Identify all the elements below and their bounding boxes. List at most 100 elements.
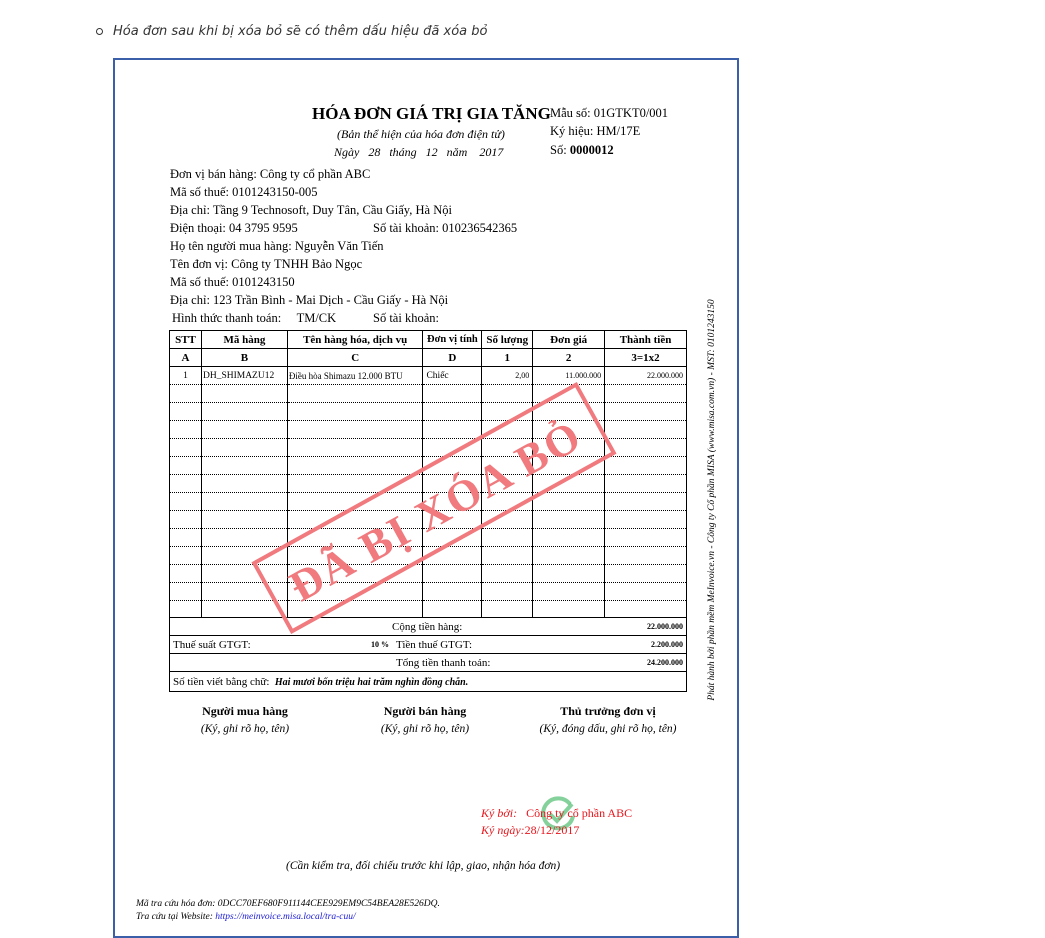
signer-note: (Ký, ghi rõ họ, tên) (380, 723, 470, 735)
form-number: Mẫu số: 01GTKT0/001 (550, 106, 669, 120)
item-qty: 2,00 (481, 366, 534, 385)
empty-cell (604, 582, 687, 601)
empty-cell (200, 546, 288, 565)
vat-rate: 10 % (356, 635, 392, 654)
seller-tax-code: Mã số thuế: 0101243150-005 (170, 185, 318, 199)
item-stt: 1 (169, 366, 202, 385)
vat-rate-label: Thuế suất GTGT: (169, 635, 356, 654)
empty-cell (481, 582, 534, 601)
col-name: Tên hàng hóa, dịch vụ (286, 330, 424, 349)
code-3: 3=1x2 (604, 348, 687, 367)
empty-cell (604, 546, 687, 565)
empty-table-row (169, 546, 687, 565)
empty-cell (200, 528, 288, 547)
empty-cell (286, 456, 424, 475)
empty-cell (604, 492, 687, 511)
empty-table-row (169, 384, 687, 403)
check-note: (Cần kiểm tra, đối chiếu trước khi lập, … (286, 860, 561, 872)
subtotal-value: 22.000.000 (599, 617, 687, 636)
empty-cell (286, 402, 424, 421)
items-table: STT Mã hàng Tên hàng hóa, dịch vụ Đơn vị… (169, 330, 687, 618)
code-2: 2 (532, 348, 606, 367)
bullet-text: Hóa đơn sau khi bị xóa bỏ sẽ có thêm dấu… (113, 24, 488, 39)
signed-by-value: Công ty cổ phần ABC (526, 806, 633, 820)
empty-cell (604, 564, 687, 583)
empty-cell (200, 582, 288, 601)
empty-cell (532, 582, 606, 601)
signer-note: (Ký, ghi rõ họ, tên) (200, 723, 290, 735)
empty-cell (422, 600, 483, 618)
empty-cell (422, 420, 483, 439)
empty-cell (532, 564, 606, 583)
empty-cell (169, 474, 202, 493)
empty-cell (422, 582, 483, 601)
signer-seller: Người bán hàng (Ký, ghi rõ họ, tên) (350, 704, 500, 735)
lookup-site: Tra cứu tại Website: https://meinvoice.m… (136, 912, 356, 922)
empty-cell (169, 528, 202, 547)
code-d: D (422, 348, 483, 367)
empty-cell (169, 384, 202, 403)
empty-cell (604, 420, 687, 439)
empty-table-row (169, 456, 687, 475)
invoice-date: Ngày 28 tháng 12 năm 2017 (334, 145, 504, 159)
empty-table-row (169, 402, 687, 421)
empty-cell (200, 600, 288, 618)
empty-table-row (169, 474, 687, 493)
lookup-site-label: Tra cứu tại Website: (136, 912, 213, 922)
item-name: Điều hòa Shimazu 12.000 BTU (286, 366, 424, 385)
table-row: 1 DH_SHIMAZU12 Điều hòa Shimazu 12.000 B… (169, 366, 687, 385)
signed-date: Ký ngày:28/12/2017 (481, 823, 579, 838)
empty-cell (169, 420, 202, 439)
empty-cell (169, 582, 202, 601)
code-a: A (169, 348, 202, 367)
empty-table-row (169, 492, 687, 511)
item-price: 11.000.000 (532, 366, 606, 385)
empty-cell (604, 402, 687, 421)
item-unit: Chiếc (422, 366, 483, 385)
signer-head: Thủ trưởng đơn vị (Ký, đóng dấu, ghi rõ h… (528, 704, 688, 735)
empty-cell (200, 384, 288, 403)
code-c: C (286, 348, 424, 367)
empty-table-row (169, 600, 687, 618)
empty-cell (532, 600, 606, 618)
empty-cell (604, 384, 687, 403)
seller-phone: Điện thoại: 04 3795 9595 (170, 221, 298, 235)
col-price: Đơn giá (532, 330, 606, 349)
col-code: Mã hàng (200, 330, 288, 349)
vertical-issuer-note: Phát hành bởi phần mềm MeInvoice.vn - Cô… (707, 299, 717, 701)
empty-cell (169, 456, 202, 475)
empty-cell (604, 456, 687, 475)
invoice-symbol: Ký hiệu: HM/17E (550, 124, 641, 138)
empty-cell (481, 600, 534, 618)
signer-note: (Ký, đóng dấu, ghi rõ họ, tên) (539, 723, 677, 735)
signed-by-label: Ký bởi: (481, 806, 518, 820)
col-unit: Đơn vị tính (422, 330, 483, 349)
code-1: 1 (481, 348, 534, 367)
empty-cell (286, 438, 424, 457)
empty-table-row (169, 420, 687, 439)
invoice-title: HÓA ĐƠN GIÁ TRỊ GIA TĂNG (312, 104, 551, 123)
empty-cell (169, 492, 202, 511)
summary-table: Cộng tiền hàng: 22.000.000 Thuế suất GTGT… (169, 617, 687, 692)
buyer-address: Địa chỉ: 123 Trần Bình - Mai Dịch - Cầu … (170, 293, 449, 307)
total-value: 24.200.000 (599, 653, 687, 672)
empty-table-row (169, 510, 687, 529)
header-row: STT Mã hàng Tên hàng hóa, dịch vụ Đơn vị… (169, 330, 687, 349)
bullet-item: Hóa đơn sau khi bị xóa bỏ sẽ có thêm dấu… (96, 24, 488, 39)
empty-cell (169, 546, 202, 565)
invoice-subtitle: (Bản thể hiện của hóa đơn điện tử) (337, 127, 505, 141)
col-stt: STT (169, 330, 202, 349)
signature-valid-check-icon (541, 796, 575, 831)
lookup-site-link[interactable]: https://meinvoice.misa.local/tra-cuu/ (215, 912, 356, 922)
empty-cell (200, 564, 288, 583)
invoice-number: Số: 0000012 (550, 143, 614, 158)
empty-cell (532, 510, 606, 529)
number-value: 0000012 (569, 143, 614, 157)
item-code: DH_SHIMAZU12 (200, 366, 288, 385)
empty-cell (200, 492, 288, 511)
empty-cell (532, 546, 606, 565)
empty-table-row (169, 582, 687, 601)
signer-title: Thủ trưởng đơn vị (560, 704, 656, 718)
vat-label: Tiền thuế GTGT: (392, 635, 600, 654)
empty-cell (169, 438, 202, 457)
